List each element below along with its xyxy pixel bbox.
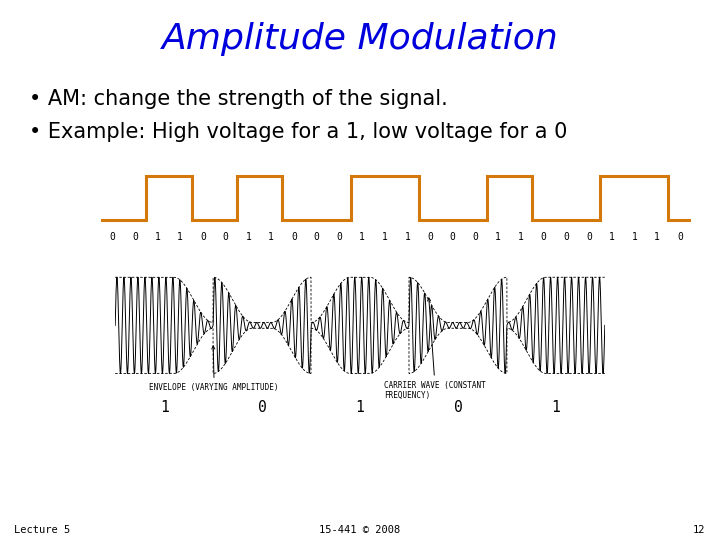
Text: 0: 0 <box>586 232 592 242</box>
Text: 1: 1 <box>518 232 524 242</box>
Text: ENVELOPE (VARYING AMPLITUDE): ENVELOPE (VARYING AMPLITUDE) <box>150 346 279 392</box>
Text: 1: 1 <box>405 232 410 242</box>
Text: 0: 0 <box>541 232 546 242</box>
Text: 1: 1 <box>246 232 251 242</box>
Text: 0: 0 <box>677 232 683 242</box>
Text: 0: 0 <box>472 232 478 242</box>
Text: 0: 0 <box>450 232 456 242</box>
Text: 1: 1 <box>177 232 183 242</box>
Text: 1: 1 <box>160 400 168 415</box>
Text: 1: 1 <box>495 232 501 242</box>
Text: 0: 0 <box>454 400 462 415</box>
Text: 1: 1 <box>268 232 274 242</box>
Text: 0: 0 <box>427 232 433 242</box>
Text: 0: 0 <box>109 232 115 242</box>
Text: CARRIER WAVE (CONSTANT
FREQUENCY): CARRIER WAVE (CONSTANT FREQUENCY) <box>384 298 486 400</box>
Text: 0: 0 <box>132 232 138 242</box>
Text: 1: 1 <box>609 232 615 242</box>
Text: 0: 0 <box>336 232 342 242</box>
Text: 1: 1 <box>382 232 387 242</box>
Text: • Example: High voltage for a 1, low voltage for a 0: • Example: High voltage for a 1, low vol… <box>29 122 567 141</box>
Text: Amplitude Modulation: Amplitude Modulation <box>161 22 559 56</box>
Text: 1: 1 <box>654 232 660 242</box>
Text: Lecture 5: Lecture 5 <box>14 524 71 535</box>
Text: 15-441 © 2008: 15-441 © 2008 <box>320 524 400 535</box>
Text: 1: 1 <box>552 400 560 415</box>
Text: 0: 0 <box>291 232 297 242</box>
Text: 1: 1 <box>356 400 364 415</box>
Text: 1: 1 <box>155 232 161 242</box>
Text: 1: 1 <box>359 232 365 242</box>
Text: 0: 0 <box>200 232 206 242</box>
Text: 0: 0 <box>314 232 320 242</box>
Text: 0: 0 <box>222 232 229 242</box>
Text: • AM: change the strength of the signal.: • AM: change the strength of the signal. <box>29 89 448 109</box>
Text: 0: 0 <box>563 232 570 242</box>
Text: 1: 1 <box>631 232 637 242</box>
Text: 12: 12 <box>693 524 706 535</box>
Text: 0: 0 <box>258 400 266 415</box>
